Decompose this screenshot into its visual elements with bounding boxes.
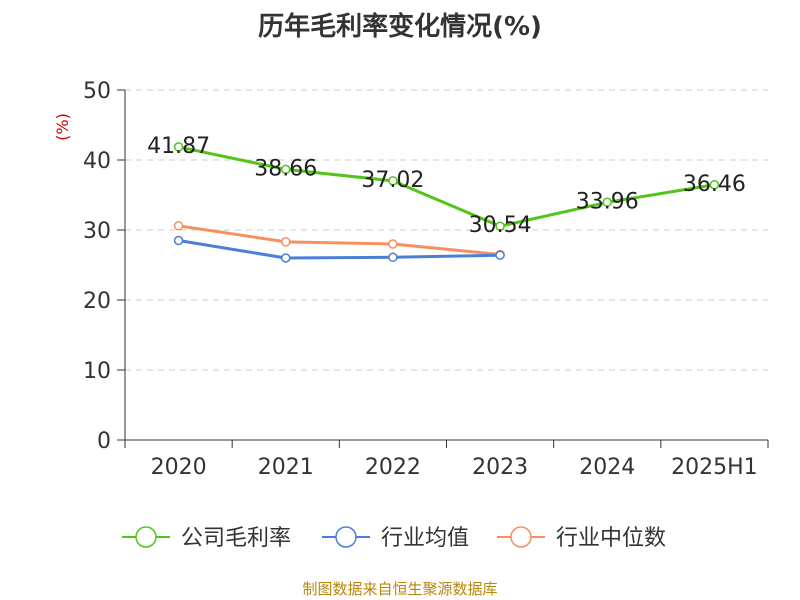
y-tick-label: 40 [83, 149, 111, 174]
legend: 公司毛利率 行业均值 行业中位数 [122, 526, 666, 551]
data-point [281, 164, 291, 175]
data-point [495, 250, 505, 260]
x-tick-label: 2024 [579, 455, 635, 480]
legend-marker [135, 526, 157, 548]
data-label: 33.96 [576, 189, 639, 214]
axes: 0 10 20 30 40 50 2020 2021 2022 2023 2024 2025H1 [83, 79, 769, 480]
x-tick-label: 2023 [472, 455, 528, 480]
legend-label: 行业均值 [381, 526, 469, 551]
data-point [388, 176, 398, 186]
data-label: 41.87 [147, 134, 210, 159]
data-point [602, 197, 612, 208]
data-point [173, 235, 184, 246]
y-axis-label: (%) [53, 113, 72, 141]
data-point [388, 239, 398, 249]
data-point [495, 221, 505, 231]
data-point [281, 237, 291, 247]
data-point [388, 252, 398, 263]
x-tick-label: 2020 [151, 455, 207, 480]
legend-label: 公司毛利率 [181, 526, 291, 551]
legend-item[interactable]: 公司毛利率 [122, 526, 291, 551]
series-line [178, 239, 501, 260]
data-point [281, 253, 291, 263]
series-line [178, 145, 715, 228]
data-label: 37.02 [361, 168, 424, 193]
x-tick-label: 2025H1 [671, 455, 758, 480]
legend-item[interactable]: 行业均值 [322, 526, 469, 551]
series [173, 142, 720, 263]
legend-label: 行业中位数 [556, 526, 666, 551]
y-tick-label: 50 [83, 79, 111, 104]
y-tick-label: 20 [83, 289, 111, 314]
data-point [173, 142, 184, 152]
y-tick-label: 30 [83, 219, 111, 244]
legend-marker [335, 526, 357, 548]
data-label: 38.66 [254, 156, 317, 181]
y-tick-label: 0 [97, 429, 111, 454]
series-line [178, 224, 501, 256]
x-tick-label: 2022 [365, 455, 421, 480]
legend-item[interactable]: 行业中位数 [497, 526, 666, 551]
x-tick-label: 2021 [258, 455, 314, 480]
source-note: 制图数据来自恒生聚源数据库 [302, 580, 498, 598]
data-point [173, 221, 184, 231]
data-label: 36.46 [683, 172, 746, 197]
grid-lines [125, 89, 768, 371]
legend-marker [510, 526, 532, 548]
data-labels: 41.87 38.66 37.02 30.54 33.96 36.46 [147, 134, 746, 238]
data-label: 30.54 [469, 213, 532, 238]
chart-title: 历年毛利率变化情况(%) [258, 12, 542, 42]
y-tick-label: 10 [83, 359, 111, 384]
data-point [709, 180, 720, 190]
